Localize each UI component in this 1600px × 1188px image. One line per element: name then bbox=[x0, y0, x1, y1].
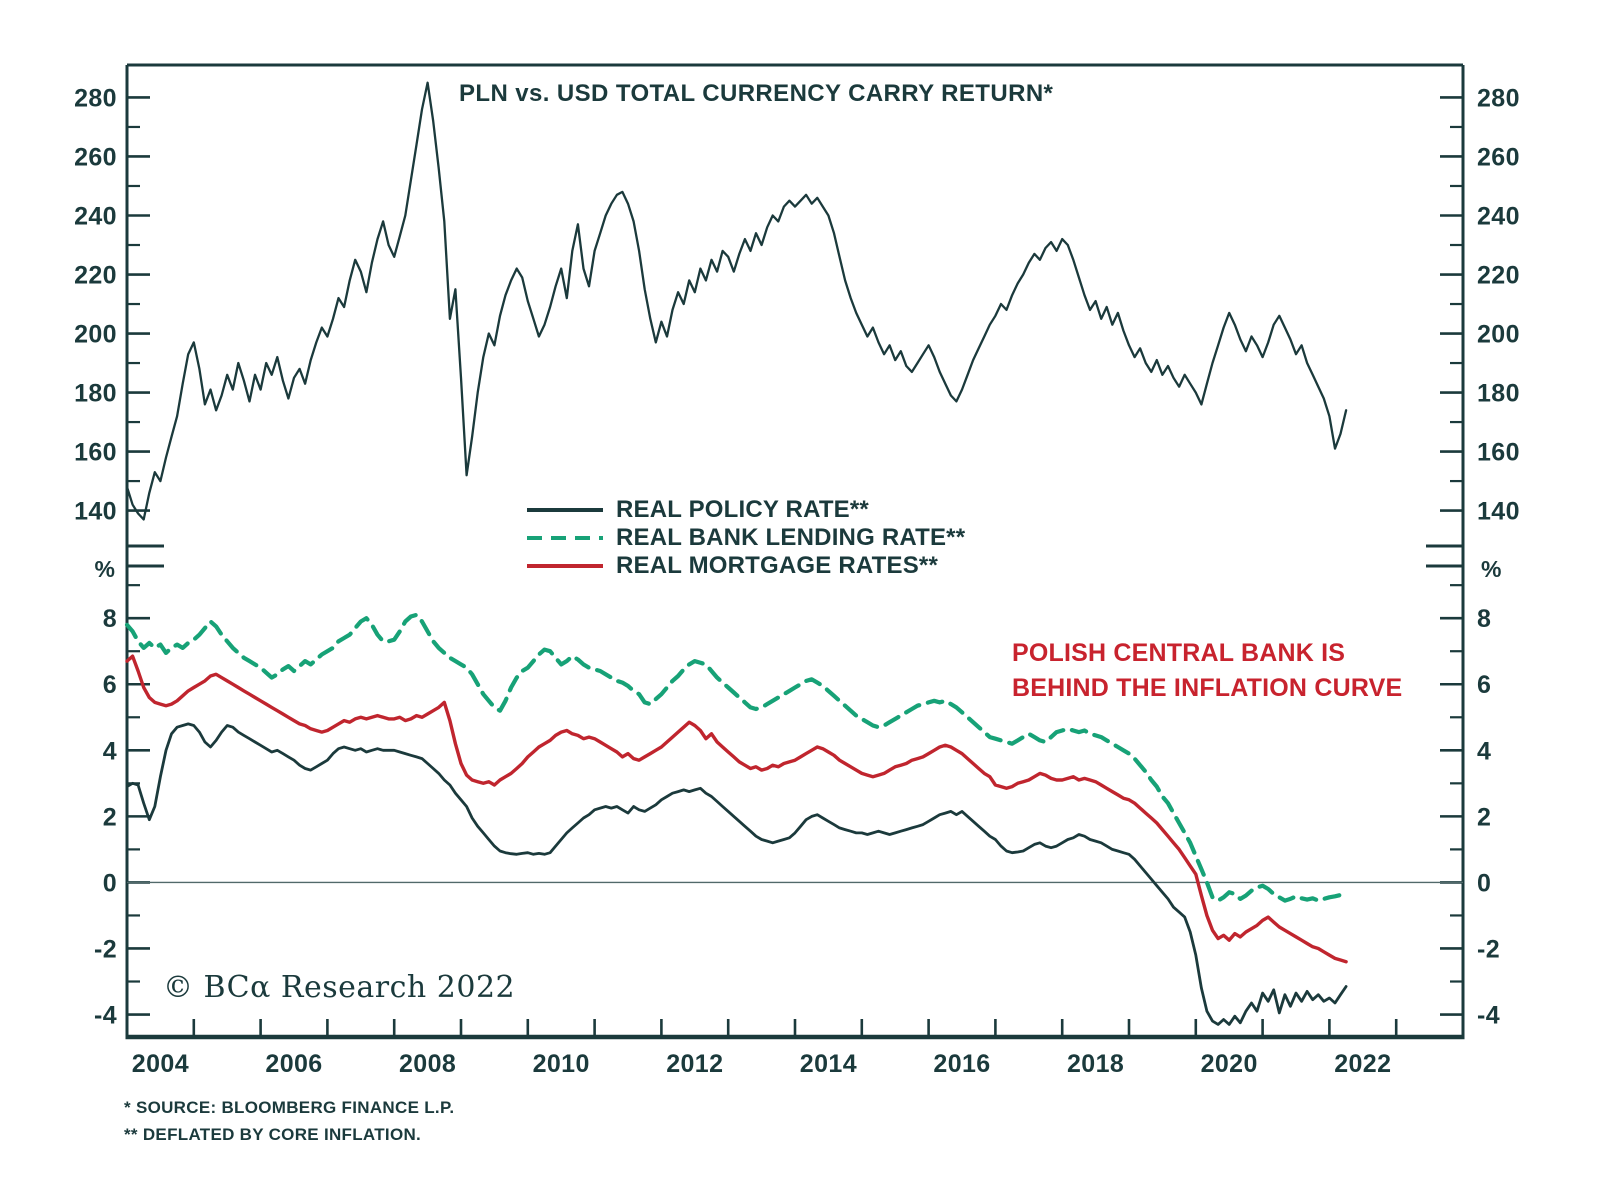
annotation-callout: POLISH CENTRAL BANK IS BEHIND THE INFLAT… bbox=[1012, 636, 1402, 706]
legend-label: REAL BANK LENDING RATE** bbox=[616, 524, 966, 551]
y-tick-label-left: 220 bbox=[74, 262, 117, 290]
y-tick-label-left: 6 bbox=[103, 671, 117, 699]
y-tick-label-left: 200 bbox=[74, 321, 117, 349]
x-tick-label: 2010 bbox=[533, 1050, 590, 1078]
annotation-line-1: POLISH CENTRAL BANK IS bbox=[1012, 639, 1346, 667]
y-tick-label-left: 260 bbox=[74, 143, 117, 171]
solid-line-swatch-icon bbox=[527, 564, 603, 568]
y-tick-label-left: 160 bbox=[74, 439, 117, 467]
footnote-source: * SOURCE: BLOOMBERG FINANCE L.P. bbox=[124, 1098, 455, 1117]
y-tick-label-right: -2 bbox=[1477, 935, 1500, 963]
y-axis-unit-left: % bbox=[94, 556, 115, 582]
y-tick-label-left: -4 bbox=[94, 1002, 117, 1030]
y-tick-label-right: 180 bbox=[1477, 380, 1520, 408]
y-tick-label-right: 2 bbox=[1477, 803, 1491, 831]
chart-title: PLN vs. USD TOTAL CURRENCY CARRY RETURN* bbox=[459, 80, 1054, 107]
source-footnotes: * SOURCE: BLOOMBERG FINANCE L.P. ** DEFL… bbox=[124, 1094, 454, 1148]
legend-label: REAL MORTGAGE RATES** bbox=[616, 552, 939, 579]
y-tick-label-right: 240 bbox=[1477, 202, 1520, 230]
legend-item-mortgage-rates: REAL MORTGAGE RATES** bbox=[527, 552, 965, 580]
y-tick-label-right: 6 bbox=[1477, 671, 1491, 699]
y-tick-label-right: 8 bbox=[1477, 605, 1491, 633]
y-tick-label-right: 140 bbox=[1477, 498, 1520, 526]
x-tick-label: 2018 bbox=[1067, 1050, 1124, 1078]
y-tick-label-right: 0 bbox=[1477, 869, 1491, 897]
y-tick-label-left: 8 bbox=[103, 605, 117, 633]
copyright-branding: © BCα Research 2022 bbox=[163, 970, 516, 1005]
y-tick-label-right: -4 bbox=[1477, 1002, 1500, 1030]
solid-line-swatch-icon bbox=[527, 508, 603, 512]
y-tick-label-left: 0 bbox=[103, 869, 117, 897]
x-tick-label: 2004 bbox=[132, 1050, 189, 1078]
real-bank-lending-rate-line bbox=[124, 612, 1349, 903]
y-tick-label-left: 180 bbox=[74, 380, 117, 408]
pln-usd-carry-return-line bbox=[125, 81, 1348, 521]
y-tick-label-left: 240 bbox=[74, 202, 117, 230]
y-tick-label-right: 160 bbox=[1477, 439, 1520, 467]
y-tick-label-left: 2 bbox=[103, 803, 117, 831]
y-tick-label-left: 280 bbox=[74, 84, 117, 112]
chart-legend: REAL POLICY RATE** REAL BANK LENDING RAT… bbox=[527, 496, 965, 580]
real-policy-rate-line bbox=[125, 722, 1348, 1026]
legend-label: REAL POLICY RATE** bbox=[616, 496, 869, 523]
real-mortgage-rates-line bbox=[125, 654, 1348, 964]
y-tick-label-right: 280 bbox=[1477, 84, 1520, 112]
y-tick-label-right: 220 bbox=[1477, 262, 1520, 290]
footnote-deflator: ** DEFLATED BY CORE INFLATION. bbox=[124, 1125, 422, 1144]
x-tick-label: 2014 bbox=[800, 1050, 857, 1078]
x-tick-label: 2012 bbox=[666, 1050, 723, 1078]
x-tick-label: 2020 bbox=[1201, 1050, 1258, 1078]
legend-item-policy-rate: REAL POLICY RATE** bbox=[527, 496, 965, 524]
y-tick-label-right: 260 bbox=[1477, 143, 1520, 171]
y-tick-label-right: 200 bbox=[1477, 321, 1520, 349]
x-tick-label: 2008 bbox=[399, 1050, 456, 1078]
legend-item-bank-lending-rate: REAL BANK LENDING RATE** bbox=[527, 524, 965, 552]
annotation-line-2: BEHIND THE INFLATION CURVE bbox=[1012, 674, 1403, 702]
y-tick-label-left: -2 bbox=[94, 935, 117, 963]
y-axis-unit-right: % bbox=[1481, 556, 1502, 582]
y-tick-label-right: 4 bbox=[1477, 737, 1491, 765]
x-tick-label: 2006 bbox=[265, 1050, 322, 1078]
x-tick-label: 2016 bbox=[933, 1050, 990, 1078]
y-tick-label-left: 140 bbox=[74, 498, 117, 526]
y-tick-label-left: 4 bbox=[103, 737, 117, 765]
x-tick-label: 2022 bbox=[1334, 1050, 1391, 1078]
dashed-line-swatch-icon bbox=[527, 535, 603, 541]
